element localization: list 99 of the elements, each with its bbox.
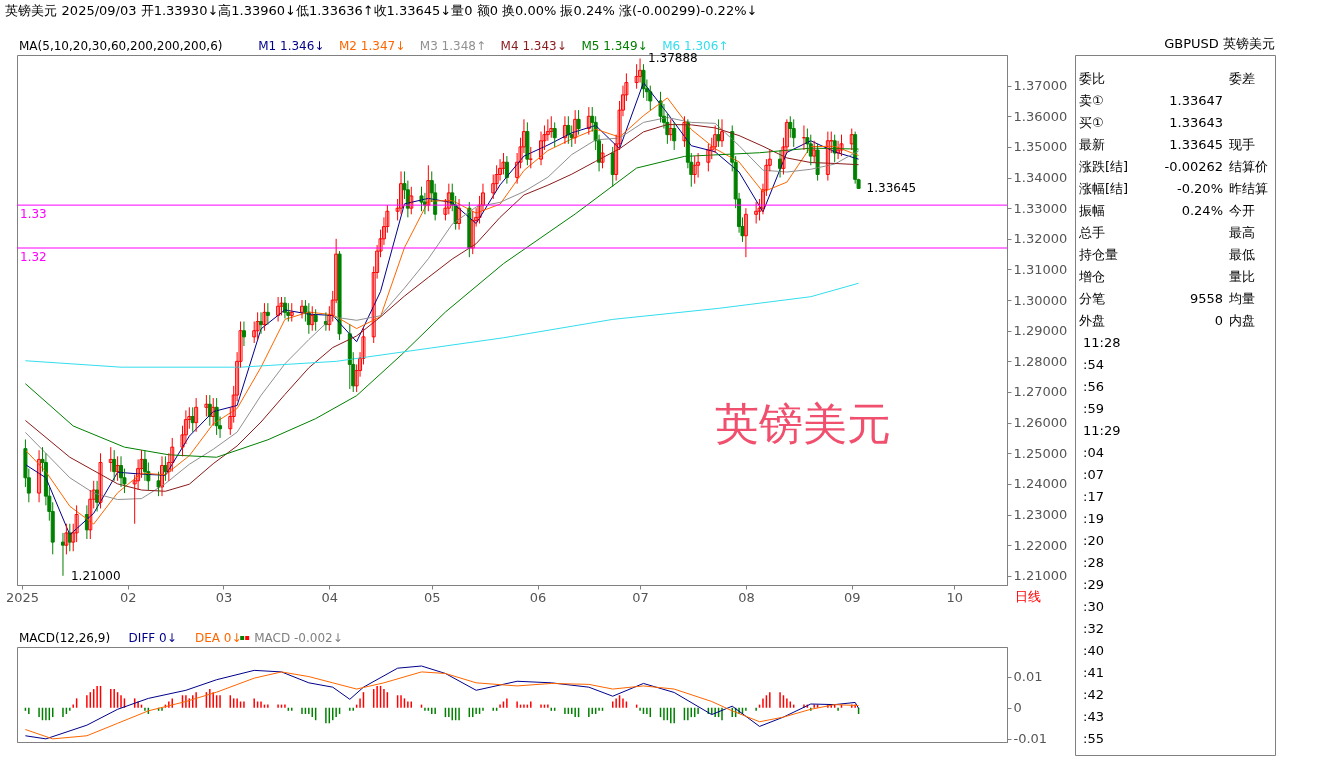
y-tick-label: 1.28000	[1013, 353, 1068, 369]
text: :55	[1083, 731, 1104, 746]
text: 今开	[1229, 203, 1255, 218]
text: :41	[1083, 665, 1104, 680]
text: 1.33645	[1169, 137, 1223, 152]
text: 委差	[1229, 71, 1255, 86]
text: 增仓	[1078, 269, 1105, 284]
y-tick-label: 1.33000	[1013, 200, 1068, 216]
text: :28	[1083, 555, 1104, 570]
x-tick-label: 08	[738, 589, 755, 605]
x-tick-label: 04	[321, 589, 339, 605]
y-tick-label: 1.34000	[1013, 170, 1068, 186]
y-tick-label: 1.31000	[1013, 261, 1068, 277]
y-tick-label: 1.35000	[1013, 139, 1068, 155]
annotation: 1.37888	[648, 51, 698, 66]
y-tick-label: 0.01	[1013, 669, 1043, 685]
text: 内盘	[1229, 313, 1255, 328]
x-tick-label: 09	[843, 589, 861, 605]
ref-line-label: 1.32	[20, 250, 47, 265]
y-tick-label: 1.22000	[1013, 537, 1068, 553]
text: 最新	[1079, 137, 1105, 152]
text: :32	[1083, 621, 1104, 636]
text: :17	[1083, 489, 1104, 504]
text: :43	[1083, 709, 1104, 724]
text: 买①	[1079, 115, 1104, 130]
text: 日线	[1015, 589, 1041, 604]
text: :29	[1083, 577, 1104, 592]
text: :59	[1083, 401, 1104, 416]
text: 分笔	[1079, 291, 1105, 306]
y-tick-label: -0.01	[1013, 731, 1048, 747]
text: 最低	[1229, 247, 1255, 262]
text: 现手	[1229, 137, 1255, 152]
text: 最高	[1229, 225, 1255, 240]
text: :19	[1083, 511, 1104, 526]
text: M5 1.349↓	[581, 39, 648, 53]
y-tick-label: 1.37000	[1013, 78, 1068, 94]
y-tick-label: 0	[1013, 700, 1022, 716]
annotation: 1.21000	[70, 568, 121, 583]
legend-label: MACD -0.002↓	[254, 631, 343, 645]
y-tick-label: 1.24000	[1013, 476, 1068, 492]
text: :40	[1083, 643, 1104, 658]
text: 11:28	[1083, 335, 1121, 350]
text: 昨结算	[1229, 181, 1268, 196]
y-tick-label: 1.27000	[1013, 384, 1068, 400]
text: 0	[1214, 313, 1223, 328]
text: 均量	[1228, 291, 1255, 306]
text: 振幅	[1079, 203, 1105, 218]
text: :30	[1083, 599, 1104, 614]
text: -0.00262	[1164, 159, 1223, 174]
chart-subtitle: MA(5,10,20,30,60,200,200,200,6)	[19, 39, 223, 53]
y-tick-label: 1.21000	[1013, 568, 1068, 584]
annotation: 1.33645	[866, 181, 917, 196]
text: 0.24%	[1181, 203, 1223, 218]
text: 总手	[1078, 225, 1105, 240]
text: 涨幅[结]	[1079, 181, 1129, 196]
text: 量比	[1229, 269, 1255, 284]
x-tick-label: 07	[632, 589, 649, 605]
x-tick-label: 06	[529, 589, 547, 605]
text: M3 1.348↑	[419, 39, 487, 53]
text: :20	[1083, 533, 1104, 548]
x-tick-label: 02	[120, 589, 137, 605]
text: :04	[1083, 445, 1104, 460]
text: M6 1.306↑	[662, 39, 729, 53]
x-tick-label: 03	[215, 589, 233, 605]
text: -0.20%	[1177, 181, 1223, 196]
text: DIFF 0↓	[128, 631, 177, 645]
text: GBPUSD 英镑美元	[1164, 36, 1275, 51]
text: 11:29	[1083, 423, 1121, 438]
chart-title: MACD(12,26,9)	[19, 631, 111, 645]
text: M2 1.347↓	[339, 39, 406, 53]
text: :07	[1083, 467, 1104, 482]
text: M1 1.346↓	[258, 39, 325, 53]
text: :42	[1083, 687, 1104, 702]
text: 涨跌[结]	[1079, 159, 1129, 174]
y-tick-label: 1.29000	[1013, 323, 1068, 339]
annotation: 英镑美元	[714, 398, 891, 449]
y-tick-label: 1.30000	[1013, 292, 1068, 308]
y-tick-label: 1.23000	[1013, 507, 1068, 523]
x-tick-label: 10	[946, 589, 963, 605]
y-tick-label: 1.36000	[1013, 108, 1068, 124]
text: :54	[1083, 357, 1104, 372]
text: 结算价	[1229, 159, 1268, 174]
text: M4 1.343↓	[500, 39, 567, 53]
text: 1.33643	[1169, 115, 1223, 130]
y-tick-label: 1.32000	[1013, 231, 1068, 247]
x-tick-label: 2025	[5, 589, 40, 605]
text: 卖①	[1079, 93, 1104, 108]
text: 委比	[1079, 71, 1105, 86]
x-tick-label: 05	[423, 589, 441, 605]
chart-title: 英镑美元 2025/09/03 开1.33930↓高1.33960↓低1.33636↑收1.33645↓量0 额0 换0.00% 振0.24% 涨(-0.00299)-0.22%↓	[5, 3, 758, 18]
text: 1.33647	[1169, 93, 1223, 108]
ref-line-label: 1.33	[20, 207, 47, 222]
text: 外盘	[1079, 313, 1105, 328]
text: :56	[1083, 379, 1104, 394]
y-tick-label: 1.26000	[1013, 415, 1068, 431]
y-tick-label: 1.25000	[1013, 445, 1068, 461]
text: 9558	[1189, 291, 1223, 306]
text: 持仓量	[1079, 247, 1118, 262]
text: DEA 0↓	[195, 631, 242, 645]
